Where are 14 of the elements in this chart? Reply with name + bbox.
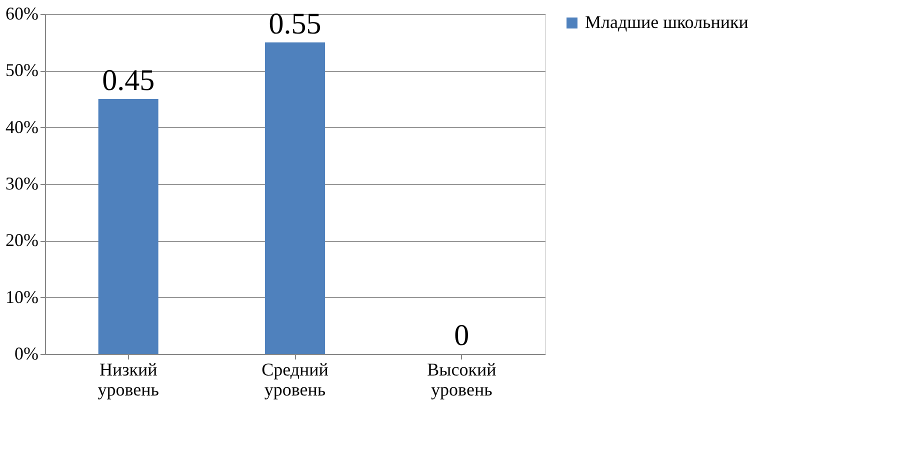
y-tick-label: 50% <box>6 60 38 80</box>
x-tick-label: Средний уровень <box>262 360 329 400</box>
x-tick-label: Высокий уровень <box>427 360 497 400</box>
legend-label: Младшие школьники <box>585 12 749 32</box>
y-tick-label: 10% <box>6 286 38 307</box>
data-label: 0.45 <box>102 64 155 97</box>
y-tick-label: 0% <box>14 344 38 364</box>
data-label: 0 <box>454 319 470 352</box>
data-label: 0.55 <box>268 7 322 40</box>
x-tick-label: Низкий уровень <box>98 360 159 400</box>
y-tick-label: 20% <box>6 230 38 250</box>
y-tick-label: 30% <box>6 174 38 194</box>
y-tick-label: 60% <box>6 4 38 24</box>
y-tick-label: 40% <box>6 116 38 137</box>
